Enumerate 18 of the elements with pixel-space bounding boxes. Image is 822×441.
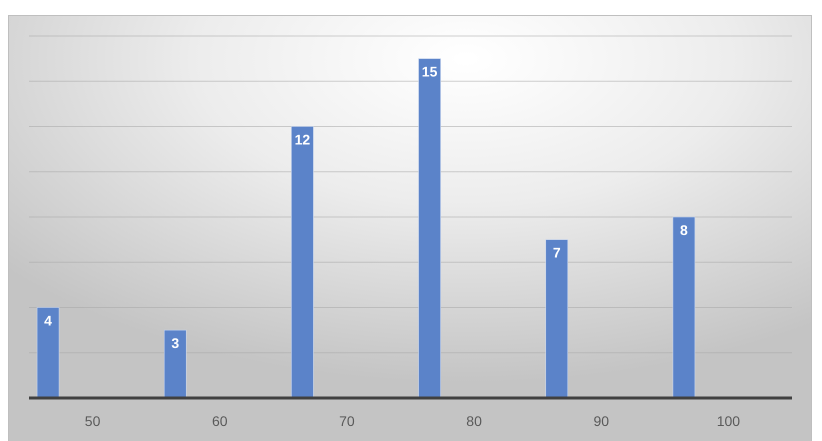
x-tick-label: 80 xyxy=(466,413,482,429)
bar xyxy=(291,126,314,398)
bar xyxy=(545,239,568,398)
data-label: 15 xyxy=(422,64,438,80)
x-tick-label: 90 xyxy=(593,413,610,429)
data-label: 8 xyxy=(680,222,688,238)
bar xyxy=(418,58,441,398)
x-tick-label: 100 xyxy=(716,413,740,429)
x-tick-label: 60 xyxy=(212,413,228,429)
x-tick-label: 50 xyxy=(84,413,101,429)
data-label: 3 xyxy=(171,335,180,352)
bar xyxy=(672,216,696,398)
data-label: 7 xyxy=(552,244,561,261)
data-label: 4 xyxy=(44,312,52,328)
bar xyxy=(36,307,60,398)
data-label: 12 xyxy=(294,132,310,148)
bar xyxy=(164,330,187,398)
x-tick-label: 70 xyxy=(339,413,355,429)
